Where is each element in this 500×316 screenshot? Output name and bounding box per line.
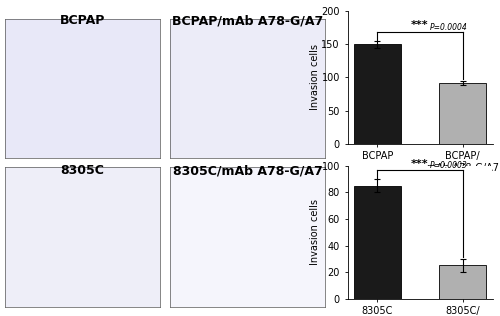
Y-axis label: Invasion cells: Invasion cells [310, 199, 320, 265]
Bar [439, 83, 486, 144]
Text: ***: *** [411, 159, 429, 168]
Text: 8305C: 8305C [60, 164, 104, 177]
Bar [439, 265, 486, 299]
Bar [354, 186, 401, 299]
Text: BCPAP: BCPAP [60, 14, 105, 27]
Text: BCPAP/mAb A78-G/A7: BCPAP/mAb A78-G/A7 [172, 14, 323, 27]
Bar [354, 44, 401, 144]
Text: P=0.0003: P=0.0003 [430, 161, 468, 170]
Text: ***: *** [411, 20, 429, 30]
Text: 8305C/mAb A78-G/A7: 8305C/mAb A78-G/A7 [172, 164, 322, 177]
X-axis label: Groups: Groups [402, 174, 438, 185]
Y-axis label: Invasion cells: Invasion cells [310, 45, 320, 110]
Text: P=0.0004: P=0.0004 [430, 23, 468, 32]
